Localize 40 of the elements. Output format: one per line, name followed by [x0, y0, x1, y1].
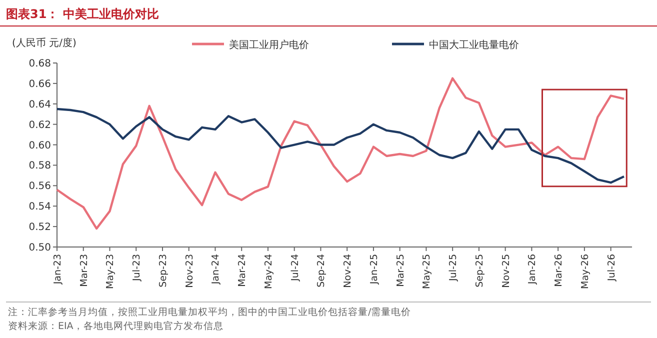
y-tick-label: 0.68	[28, 58, 51, 70]
x-tick-label: Jan-25	[368, 254, 380, 286]
x-tick-label: Jul-25	[448, 254, 460, 282]
y-axis-title: (人民币 元/度)	[12, 37, 76, 49]
legend-label: 美国工业用户电价	[229, 39, 309, 51]
x-tick-label: Nov-23	[184, 254, 196, 288]
y-tick-label: 0.62	[28, 120, 51, 131]
legend-label: 中国大工业电量电价	[429, 39, 519, 51]
y-tick-label: 0.54	[28, 202, 51, 213]
y-tick-label: 0.52	[28, 222, 51, 234]
y-tick-label: 0.64	[28, 99, 51, 110]
y-tick-label: 0.56	[28, 181, 51, 192]
y-tick-label: 0.58	[28, 160, 51, 172]
x-tick-label: Mar-24	[237, 254, 248, 287]
x-tick-label: May-23	[105, 254, 116, 289]
x-tick-label: May-25	[422, 254, 433, 289]
x-tick-label: Jan-24	[210, 254, 222, 286]
x-tick-label: Jan-23	[52, 254, 64, 286]
x-tick-label: Mar-26	[554, 254, 565, 287]
y-tick-label: 0.50	[28, 242, 51, 254]
y-tick-label: 0.66	[28, 78, 51, 90]
x-tick-label: Jul-26	[606, 254, 618, 282]
x-tick-label: Sep-25	[474, 254, 486, 288]
x-tick-label: Nov-25	[500, 254, 512, 288]
chart-title: 图表31： 中美工业电价对比	[6, 7, 159, 21]
text: 资料来源：EIA，各地电网代理购电官方发布信息	[8, 320, 224, 332]
x-tick-label: May-24	[263, 254, 274, 289]
x-tick-label: Mar-25	[395, 254, 406, 287]
line-series	[56, 77, 626, 230]
x-tick-label: Sep-23	[158, 254, 169, 288]
x-tick-label: Jan-26	[527, 254, 538, 286]
y-tick-label: 0.60	[28, 140, 51, 152]
x-tick-label: Mar-23	[78, 254, 90, 287]
x-tick-label: Jul-24	[290, 254, 301, 282]
x-tick-label: May-26	[580, 254, 591, 289]
x-tick-label: Sep-24	[316, 254, 328, 288]
text: 注：汇率参考当月均值，按照工业用电量加权平均，图中的中国工业电价包括容量/需量电价	[8, 306, 412, 318]
line-series	[56, 108, 626, 184]
x-tick-label: Jul-23	[132, 254, 143, 282]
x-tick-label: Nov-24	[342, 254, 354, 288]
